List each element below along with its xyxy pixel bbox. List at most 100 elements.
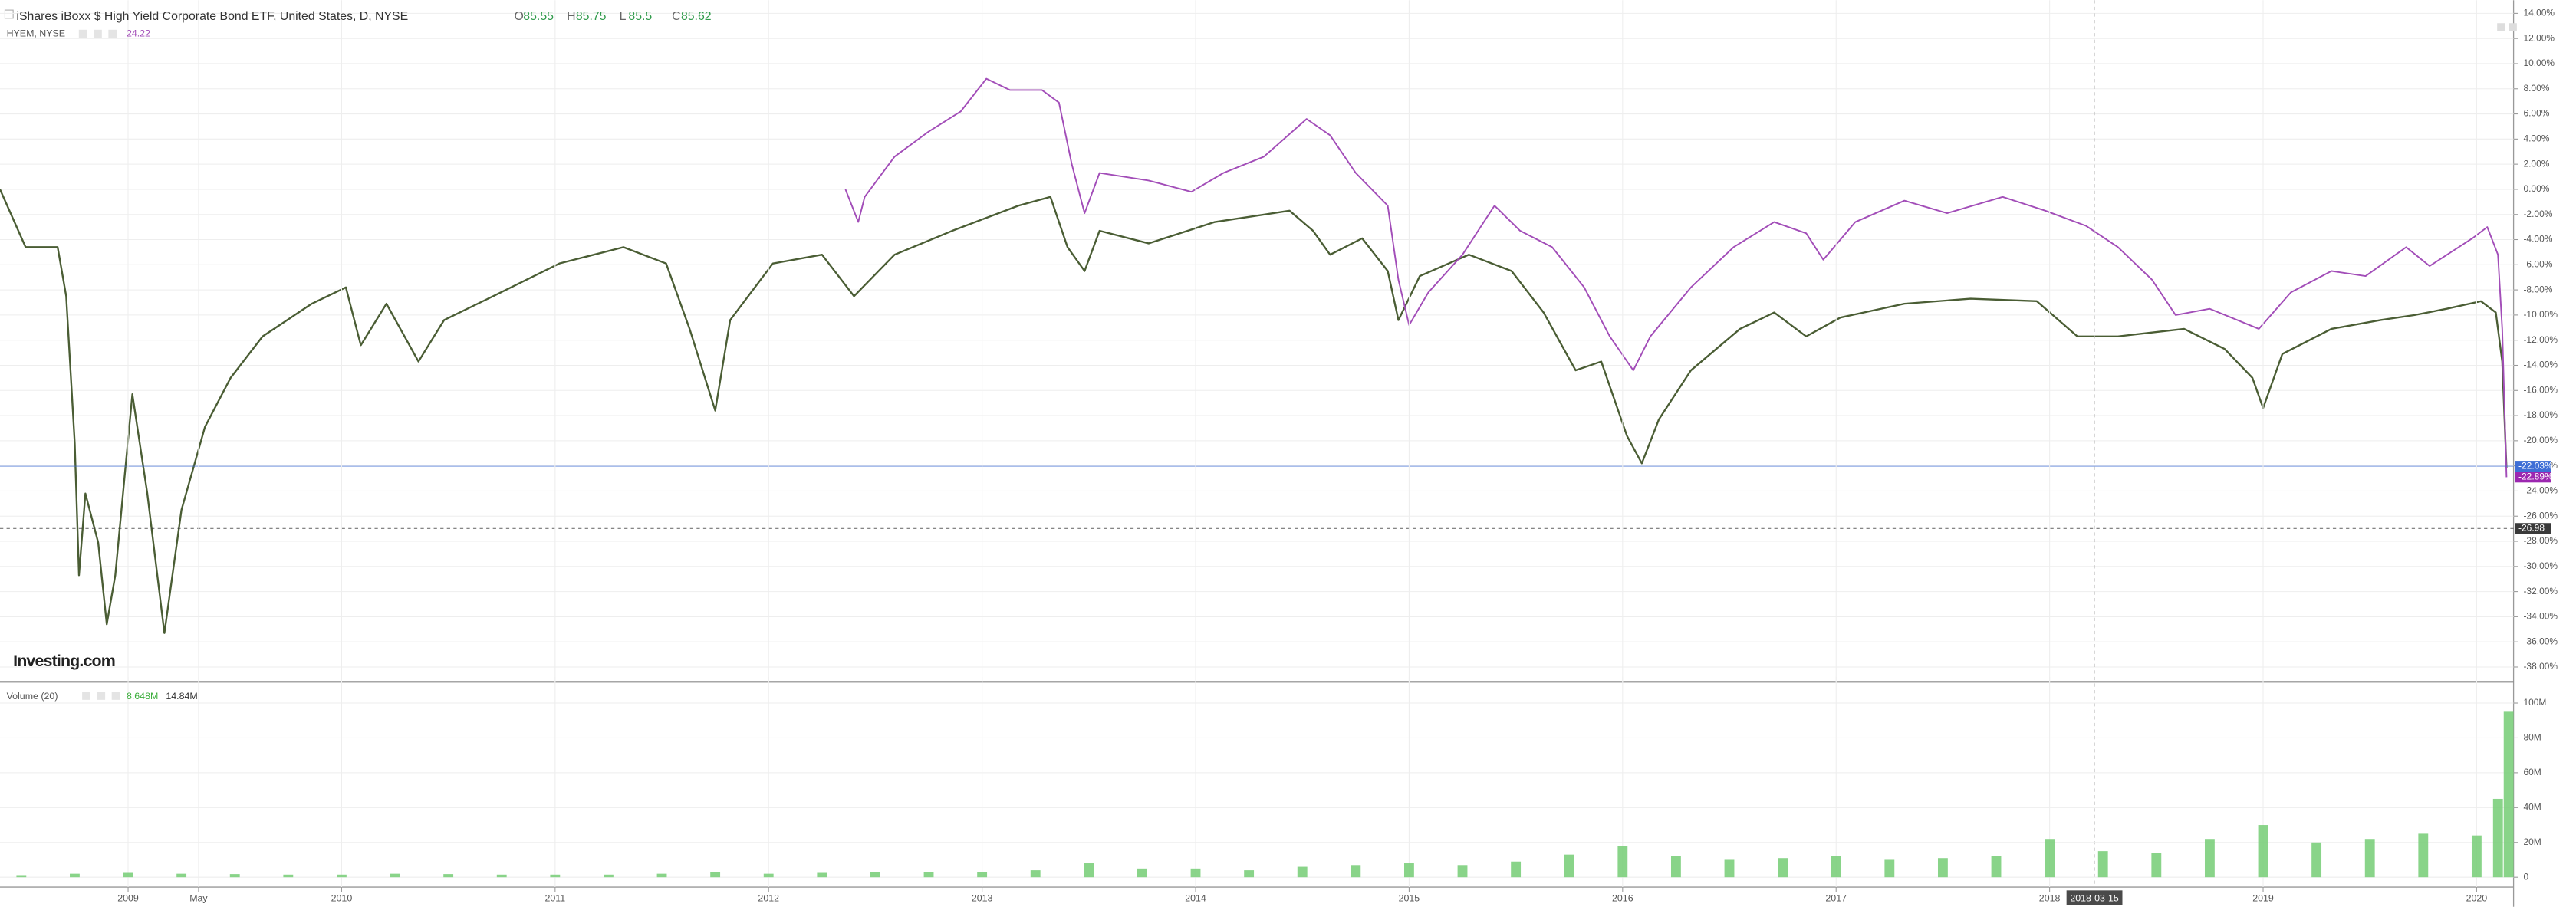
- legend-button[interactable]: [94, 29, 102, 38]
- y-tick-label: 20M: [2523, 836, 2541, 847]
- volume-bar: [1137, 868, 1147, 878]
- volume-bar: [710, 872, 721, 878]
- crosshair-label: 2018-03-15: [2070, 892, 2119, 903]
- x-tick-label: 2016: [1612, 892, 1633, 903]
- volume-bar: [1084, 863, 1094, 878]
- volume-bar: [817, 872, 827, 878]
- volume-bar: [2045, 839, 2055, 878]
- x-tick-label: 2018: [2039, 892, 2061, 903]
- header: iShares iBoxx $ High Yield Corporate Bon…: [7, 10, 712, 702]
- volume-bar: [1670, 856, 1681, 878]
- y-tick-label: -32.00%: [2523, 586, 2558, 596]
- volume-bar: [2503, 711, 2514, 878]
- y-tick-label: 8.00%: [2523, 83, 2549, 94]
- x-tick-label: 2020: [2466, 892, 2488, 903]
- price-marker-label: -26.98: [2518, 522, 2545, 533]
- y-tick-label: -16.00%: [2523, 384, 2558, 395]
- legend-button[interactable]: [78, 29, 87, 38]
- volume-bar: [1457, 865, 1468, 878]
- x-tick-label: 2012: [758, 892, 779, 903]
- x-tick-label: 2014: [1185, 892, 1206, 903]
- ohlc-letter: L: [620, 10, 627, 23]
- panel-button[interactable]: [2497, 23, 2505, 31]
- x-tick-label: 2017: [1825, 892, 1847, 903]
- volume-bar: [2204, 839, 2215, 878]
- ohlc-value: 85.5: [628, 10, 652, 23]
- price-marker: [2515, 461, 2551, 472]
- volume-bar: [1403, 863, 1414, 878]
- y-tick-label: 60M: [2523, 767, 2541, 777]
- volume-bar: [870, 872, 880, 878]
- y-tick-label: 2.00%: [2523, 158, 2549, 169]
- x-tick-label: 2015: [1399, 892, 1420, 903]
- volume-bar: [1297, 866, 1308, 878]
- y-tick-label: 0: [2523, 871, 2528, 882]
- legend-button[interactable]: [108, 29, 117, 38]
- legend-button[interactable]: [111, 692, 120, 700]
- x-tick-label: 2009: [117, 892, 139, 903]
- volume-bar: [337, 874, 347, 878]
- volume-bar: [2097, 851, 2108, 878]
- volume-bar: [1190, 868, 1201, 878]
- volume-bar: [1351, 865, 1361, 878]
- volume-bar: [1831, 856, 1841, 878]
- y-tick-label: 0.00%: [2523, 183, 2549, 194]
- volume-bar: [443, 874, 454, 878]
- volume-bar: [2492, 798, 2503, 878]
- volume-bar: [1617, 846, 1628, 878]
- volume-bar: [2258, 825, 2268, 878]
- y-tick-label: -30.00%: [2523, 560, 2558, 571]
- ohlc-letter: H: [567, 10, 575, 23]
- volume-bar: [1884, 859, 1895, 878]
- volume-bar: [1778, 858, 1788, 878]
- volume-bar: [1937, 858, 1948, 878]
- x-tick-label: 2013: [972, 892, 993, 903]
- collapse-button[interactable]: [4, 9, 14, 19]
- y-tick-label: -18.00%: [2523, 409, 2558, 420]
- x-tick-label: 2011: [544, 892, 565, 903]
- ohlc-letter: C: [672, 10, 680, 23]
- legend-button[interactable]: [97, 692, 106, 700]
- volume-bar: [1030, 870, 1041, 878]
- volume-bar: [2151, 853, 2162, 878]
- y-tick-label: -24.00%: [2523, 485, 2558, 496]
- y-tick-label: -36.00%: [2523, 636, 2558, 646]
- volume-bar: [763, 873, 774, 878]
- y-tick-label: -14.00%: [2523, 360, 2558, 370]
- y-tick-label: 4.00%: [2523, 133, 2549, 144]
- volume-bar: [2364, 839, 2375, 878]
- y-tick-label: 10.00%: [2523, 58, 2555, 68]
- y-tick-label: -2.00%: [2523, 209, 2552, 219]
- volume-bar: [1991, 856, 2002, 878]
- y-tick-label: -4.00%: [2523, 234, 2552, 245]
- volume-bar: [283, 874, 294, 878]
- legend-button[interactable]: [82, 692, 90, 700]
- y-tick-label: -10.00%: [2523, 309, 2558, 320]
- y-tick-label: -38.00%: [2523, 661, 2558, 672]
- price-marker-label: -22.89%: [2518, 471, 2553, 481]
- ohlc-letter: O: [515, 10, 524, 23]
- y-tick-label: 40M: [2523, 801, 2541, 812]
- volume-bar: [496, 874, 507, 878]
- series-line: [844, 77, 2508, 478]
- volume-bar: [176, 873, 187, 878]
- panel-button[interactable]: [2509, 23, 2517, 31]
- volume-bar: [923, 872, 934, 878]
- crosshair-box: [2066, 890, 2123, 905]
- instrument-title: iShares iBoxx $ High Yield Corporate Bon…: [16, 10, 408, 23]
- volume-bar: [16, 875, 27, 878]
- volume-bar: [2418, 833, 2429, 878]
- ohlc-value: 85.75: [576, 10, 607, 23]
- y-tick-label: -8.00%: [2523, 284, 2552, 294]
- volume-bar: [550, 874, 561, 878]
- compare-legend: HYEM, NYSE: [7, 28, 66, 38]
- volume-bar: [604, 874, 614, 878]
- y-tick-label: 100M: [2523, 697, 2546, 708]
- volume-bar: [656, 873, 667, 878]
- y-tick-label: 12.00%: [2523, 32, 2555, 43]
- ohlc-value: 85.55: [523, 10, 554, 23]
